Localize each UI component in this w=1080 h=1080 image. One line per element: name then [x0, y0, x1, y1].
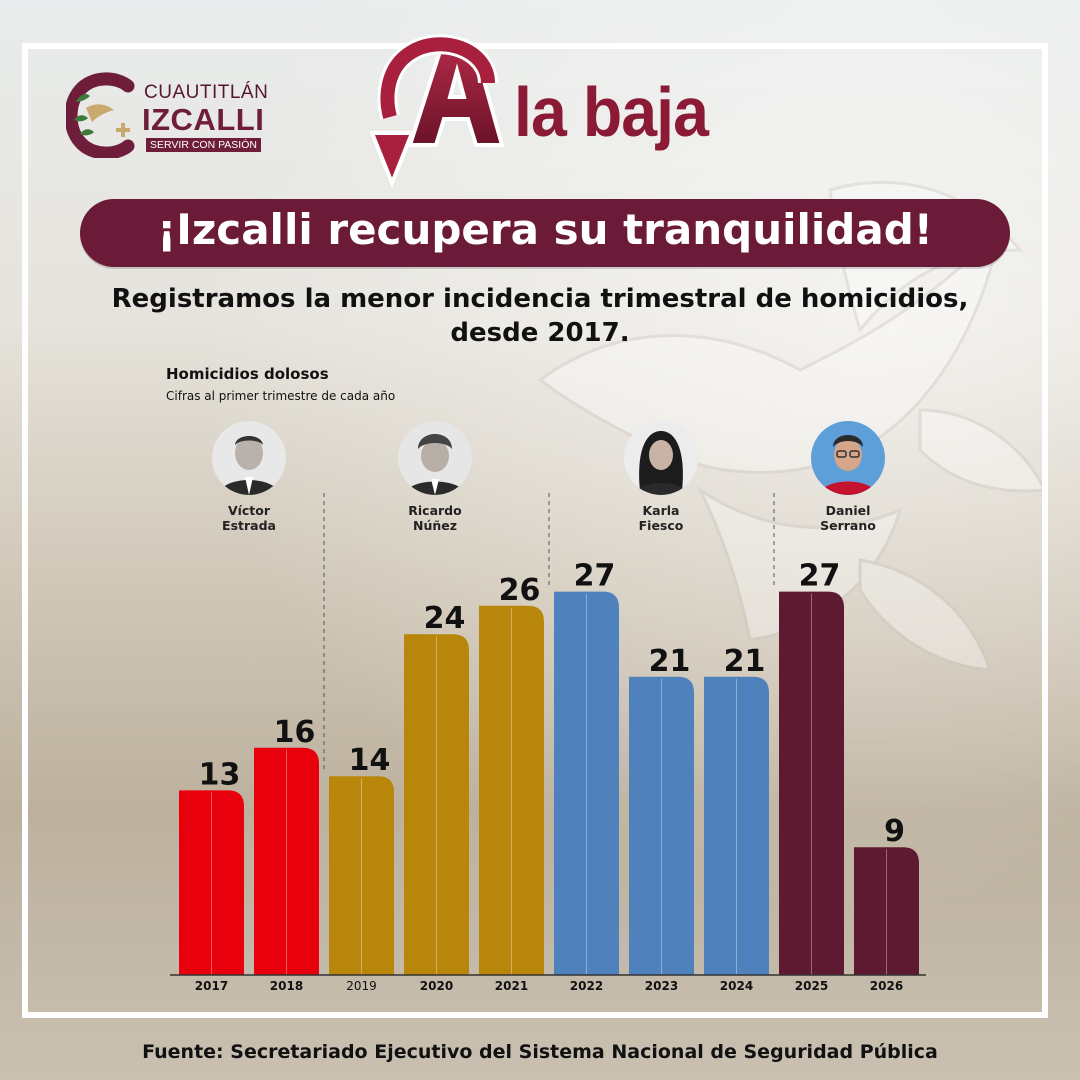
bar-2025: [779, 591, 844, 975]
bar-2020: [404, 634, 469, 975]
x-tick-label: 2022: [570, 979, 603, 993]
bar-2026: [854, 847, 919, 975]
x-tick-label: 2021: [495, 979, 528, 993]
person-name-2: Ricardo Núñez: [408, 503, 462, 533]
data-label: 13: [199, 757, 241, 792]
x-tick-label: 2019: [346, 979, 377, 993]
subtitle-line1: Registramos la menor incidencia trimestr…: [111, 284, 969, 314]
logo-line1: CUAUTITLÁN: [144, 82, 269, 103]
chart-title: Homicidios dolosos: [166, 365, 329, 383]
data-label: 21: [649, 644, 691, 679]
data-label: 27: [574, 559, 616, 594]
headline-text: la baja: [514, 73, 709, 151]
x-tick-label: 2025: [795, 979, 828, 993]
x-tick-label: 2017: [195, 979, 228, 993]
subtitle: Registramos la menor incidencia trimestr…: [40, 282, 1040, 350]
data-label: 9: [884, 814, 905, 849]
x-tick-label: 2023: [645, 979, 678, 993]
portrait-photo-icon: [398, 421, 472, 495]
banner: ¡Izcalli recupera su tranquilidad!: [80, 199, 1010, 267]
data-label: 27: [799, 559, 841, 594]
portrait-photo-icon: [624, 421, 698, 495]
x-tick-label: 2020: [420, 979, 453, 993]
avatar-ricardo-nunez: [398, 421, 472, 495]
white-frame: [22, 43, 1048, 1018]
avatar-victor-estrada: [212, 421, 286, 495]
x-tick-label: 2024: [720, 979, 753, 993]
logo-line2: IZCALLI: [142, 102, 265, 137]
data-label: 21: [724, 644, 766, 679]
avatar-karla-fiesco: [624, 421, 698, 495]
x-tick-label: 2018: [270, 979, 303, 993]
bar-2021: [479, 605, 544, 975]
bar-2018: [254, 747, 319, 975]
banner-text: ¡Izcalli recupera su tranquilidad!: [157, 205, 933, 254]
data-label: 26: [499, 573, 541, 608]
municipality-logo: CUAUTITLÁN IZCALLI SERVIR CON PASIÓN: [66, 72, 276, 164]
person-name-3: Karla Fiesco: [638, 503, 684, 533]
subtitle-line2: desde 2017.: [450, 318, 630, 348]
data-label: 14: [349, 743, 391, 778]
avatar-daniel-serrano: [811, 421, 885, 495]
person-name-4: Daniel Serrano: [820, 503, 876, 533]
bar-2024: [704, 676, 769, 975]
chart-subtitle: Cifras al primer trimestre de cada año: [166, 389, 396, 403]
x-tick-label: 2026: [870, 979, 903, 993]
bar-2023: [629, 676, 694, 975]
data-label: 24: [424, 601, 466, 636]
logo-tagline: SERVIR CON PASIÓN: [146, 138, 261, 152]
source-note: Fuente: Secretariado Ejecutivo del Siste…: [142, 1041, 938, 1063]
person-name-1: Víctor Estrada: [222, 503, 276, 533]
bar-2017: [179, 790, 244, 975]
portrait-photo-icon: [212, 421, 286, 495]
bar-2022: [554, 591, 619, 975]
data-label: 16: [274, 715, 316, 750]
bar-2019: [329, 776, 394, 975]
izcalli-c-logo-icon: [66, 72, 135, 158]
portrait-photo-icon: [811, 421, 885, 495]
big-a-down-arrow-logo: [370, 34, 505, 189]
